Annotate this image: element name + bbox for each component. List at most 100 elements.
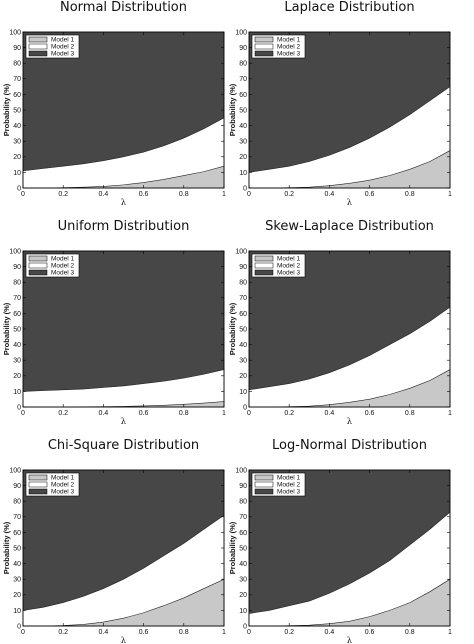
legend-label: Model 2 [277, 263, 301, 270]
x-tick-label: 0.8 [179, 410, 189, 417]
y-tick-label: 80 [13, 280, 21, 287]
legend-label: Model 3 [51, 270, 75, 277]
y-tick-label: 50 [13, 326, 21, 333]
x-tick-label: 0.6 [139, 191, 149, 198]
y-tick-label: 30 [13, 358, 21, 365]
x-tick-label: 0 [247, 191, 251, 198]
legend-swatch [254, 36, 274, 43]
legend-swatch [28, 474, 48, 481]
x-tick-label: 0 [21, 629, 25, 636]
y-tick-label: 10 [13, 389, 21, 396]
x-tick-label: 0.6 [139, 410, 149, 417]
y-tick-label: 50 [239, 107, 247, 114]
x-tick-label: 0.6 [139, 629, 149, 636]
y-tick-label: 30 [13, 577, 21, 584]
legend-swatch [254, 488, 274, 495]
y-tick-label: 30 [239, 577, 247, 584]
legend-swatch [254, 43, 274, 50]
x-axis-label: λ [121, 198, 127, 208]
y-tick-label: 60 [239, 530, 247, 537]
y-tick-label: 30 [239, 139, 247, 146]
x-tick-label: 1 [222, 191, 226, 198]
y-tick-label: 90 [13, 264, 21, 271]
y-tick-label: 20 [239, 373, 247, 380]
y-tick-label: 50 [239, 545, 247, 552]
y-axis-label: Probability (%) [2, 302, 11, 355]
x-tick-label: 0 [247, 410, 251, 417]
chart-panel-5: Chi-Square Distribution01020304050607080… [2, 438, 226, 644]
x-tick-label: 0.2 [284, 191, 294, 198]
y-tick-label: 80 [13, 499, 21, 506]
x-tick-label: 0 [247, 629, 251, 636]
y-tick-label: 10 [13, 170, 21, 177]
chart-title: Uniform Distribution [58, 219, 190, 234]
x-tick-label: 0.6 [365, 410, 375, 417]
x-tick-label: 0.2 [58, 191, 68, 198]
legend-swatch [254, 481, 274, 488]
area-model-2 [248, 511, 451, 627]
legend-label: Model 2 [51, 263, 75, 270]
legend-label: Model 2 [51, 482, 75, 489]
legend-swatch [28, 255, 48, 262]
y-tick-label: 60 [239, 92, 247, 99]
y-tick-label: 20 [13, 373, 21, 380]
y-tick-label: 90 [239, 483, 247, 490]
y-tick-label: 10 [239, 389, 247, 396]
chart-title: Laplace Distribution [284, 0, 414, 15]
x-tick-label: 1 [448, 410, 452, 417]
y-tick-label: 10 [239, 170, 247, 177]
y-tick-label: 40 [239, 123, 247, 130]
y-tick-label: 0 [17, 623, 21, 630]
x-axis-label: λ [347, 417, 353, 427]
chart-panel-3: Uniform Distribution01020304050607080901… [2, 219, 226, 427]
x-tick-label: 0.4 [99, 410, 109, 417]
x-tick-label: 0.8 [405, 191, 415, 198]
y-tick-label: 30 [13, 139, 21, 146]
legend-label: Model 2 [51, 44, 75, 51]
y-tick-label: 40 [13, 342, 21, 349]
x-tick-label: 0 [21, 191, 25, 198]
y-tick-label: 40 [239, 342, 247, 349]
x-tick-label: 0.4 [99, 191, 109, 198]
legend-label: Model 1 [277, 475, 301, 482]
x-tick-label: 1 [222, 410, 226, 417]
legend-swatch [28, 481, 48, 488]
y-tick-label: 80 [13, 61, 21, 68]
y-tick-label: 80 [239, 61, 247, 68]
y-tick-label: 70 [239, 76, 247, 83]
y-tick-label: 100 [235, 248, 247, 255]
chart-title: Skew-Laplace Distribution [265, 219, 434, 234]
y-tick-label: 0 [243, 623, 247, 630]
x-tick-label: 0.4 [325, 191, 335, 198]
y-tick-label: 50 [13, 107, 21, 114]
chart-title: Normal Distribution [60, 0, 187, 15]
area-model-2 [248, 86, 451, 189]
x-axis-label: λ [347, 636, 353, 644]
legend-swatch [28, 43, 48, 50]
y-tick-label: 60 [13, 311, 21, 318]
chart-title: Chi-Square Distribution [48, 438, 199, 453]
chart-title: Log-Normal Distribution [272, 438, 427, 453]
y-tick-label: 10 [13, 608, 21, 615]
area-model-2 [22, 514, 225, 627]
x-axis-label: λ [121, 636, 127, 644]
y-tick-label: 70 [239, 295, 247, 302]
y-tick-label: 90 [13, 483, 21, 490]
x-tick-label: 0.8 [405, 629, 415, 636]
legend-label: Model 1 [277, 37, 301, 44]
y-tick-label: 100 [235, 467, 247, 474]
y-tick-label: 100 [9, 467, 21, 474]
y-tick-label: 90 [239, 45, 247, 52]
x-tick-label: 1 [448, 629, 452, 636]
legend-swatch [28, 488, 48, 495]
x-tick-label: 0.2 [284, 629, 294, 636]
x-tick-label: 0.4 [325, 410, 335, 417]
y-axis-label: Probability (%) [228, 521, 237, 574]
x-tick-label: 0.2 [284, 410, 294, 417]
y-tick-label: 70 [13, 295, 21, 302]
area-model-2 [22, 369, 225, 408]
x-axis-label: λ [347, 198, 353, 208]
x-tick-label: 0.2 [58, 629, 68, 636]
chart-panel-6: Log-Normal Distribution01020304050607080… [228, 438, 452, 644]
